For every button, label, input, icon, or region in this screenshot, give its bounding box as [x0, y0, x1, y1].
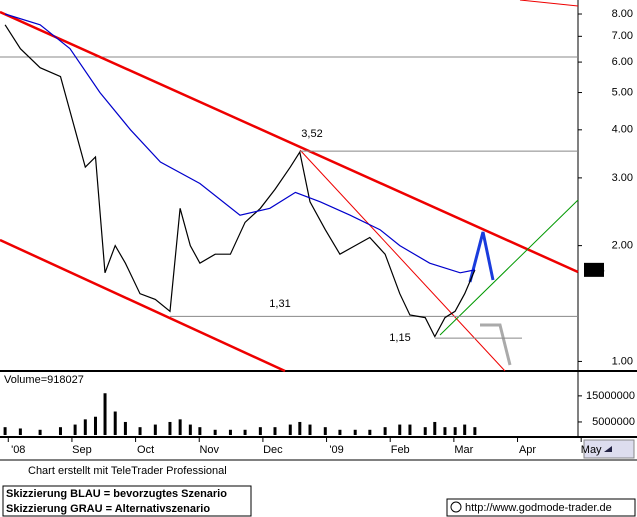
x-tick-label: Apr: [519, 444, 536, 456]
volume-bar: [258, 427, 262, 435]
volume-bar: [168, 421, 172, 435]
volume-bar: [473, 427, 477, 435]
y-tick-label: 7.00: [612, 30, 633, 42]
price-tag-label: 1.73: [583, 264, 604, 276]
volume-bar: [188, 424, 192, 435]
volume-title: Volume=918027: [4, 374, 84, 386]
corner-icon: [604, 446, 612, 452]
x-tick-label: '08: [11, 444, 25, 456]
x-tick-label: Mar: [454, 444, 473, 456]
x-tick-label: Dec: [263, 444, 283, 456]
y-tick-label: 1.00: [612, 355, 633, 367]
volume-bar: [273, 427, 277, 435]
annotation: 3,52: [301, 128, 322, 140]
trend-line: [299, 149, 506, 372]
volume-bar: [113, 411, 117, 435]
x-tick-label: Oct: [137, 444, 154, 456]
volume-bar: [433, 421, 437, 435]
volume-bar: [93, 416, 97, 435]
volume-bar: [58, 427, 62, 435]
volume-bar: [178, 419, 182, 435]
y-tick-label: 6.00: [612, 56, 633, 68]
trend-line: [519, 0, 579, 7]
x-tick-label: Sep: [72, 444, 92, 456]
volume-bar: [38, 429, 42, 435]
volume-bar: [138, 427, 142, 435]
volume-bar: [123, 421, 127, 435]
annotation: 1,31: [269, 298, 290, 310]
volume-bar: [288, 424, 292, 435]
volume-bar: [423, 427, 427, 435]
y-tick-label: 5000000: [592, 416, 635, 428]
x-tick-label: Feb: [391, 444, 410, 456]
volume-bar: [408, 424, 412, 435]
volume-bar: [228, 429, 232, 435]
volume-bar: [338, 429, 342, 435]
x-tick-label: '09: [329, 444, 343, 456]
volume-bar: [153, 424, 157, 435]
credit: Chart erstellt mit TeleTrader Profession…: [28, 465, 227, 477]
y-tick-label: 2.00: [612, 240, 633, 252]
volume-bar: [243, 429, 247, 435]
note: Skizzierung GRAU = Alternativszenario: [6, 503, 210, 515]
volume-bar: [443, 427, 447, 435]
volume-bar: [83, 419, 87, 435]
y-tick-label: 4.00: [612, 124, 633, 136]
volume-bar: [353, 429, 357, 435]
price-line: [4, 24, 476, 338]
volume-bar: [463, 424, 467, 435]
source-box: [446, 498, 636, 517]
volume-bar: [213, 429, 217, 435]
y-tick-label: 8.00: [612, 8, 633, 20]
source: http://www.godmode-trader.de: [465, 502, 612, 514]
support-trend: [439, 199, 579, 336]
price-line: [4, 13, 476, 274]
annotation: 1,15: [389, 332, 410, 344]
trend-line: [0, 10, 579, 274]
y-tick-label: 15000000: [586, 390, 635, 402]
volume-bar: [323, 427, 327, 435]
trend-line: [0, 238, 286, 373]
scenario-blue: [468, 231, 495, 283]
note-box: [2, 485, 252, 517]
volume-bar: [368, 429, 372, 435]
price-tag: [584, 262, 604, 277]
x-tick-label: Nov: [199, 444, 219, 456]
volume-bar: [18, 428, 22, 435]
volume-bar: [103, 393, 107, 435]
copyright-icon: [450, 501, 462, 513]
scenario-gray: [480, 323, 512, 366]
note: Skizzierung BLAU = bevorzugtes Szenario: [6, 488, 227, 500]
volume-bar: [398, 424, 402, 435]
volume-bar: [73, 424, 77, 435]
volume-bar: [453, 427, 457, 435]
x-tick-label: May: [581, 444, 602, 456]
y-tick-label: 3.00: [612, 172, 633, 184]
volume-bar: [383, 427, 387, 435]
volume-bar: [308, 424, 312, 435]
volume-bar: [3, 427, 7, 435]
volume-bar: [298, 421, 302, 435]
volume-bar: [198, 427, 202, 435]
y-tick-label: 5.00: [612, 86, 633, 98]
